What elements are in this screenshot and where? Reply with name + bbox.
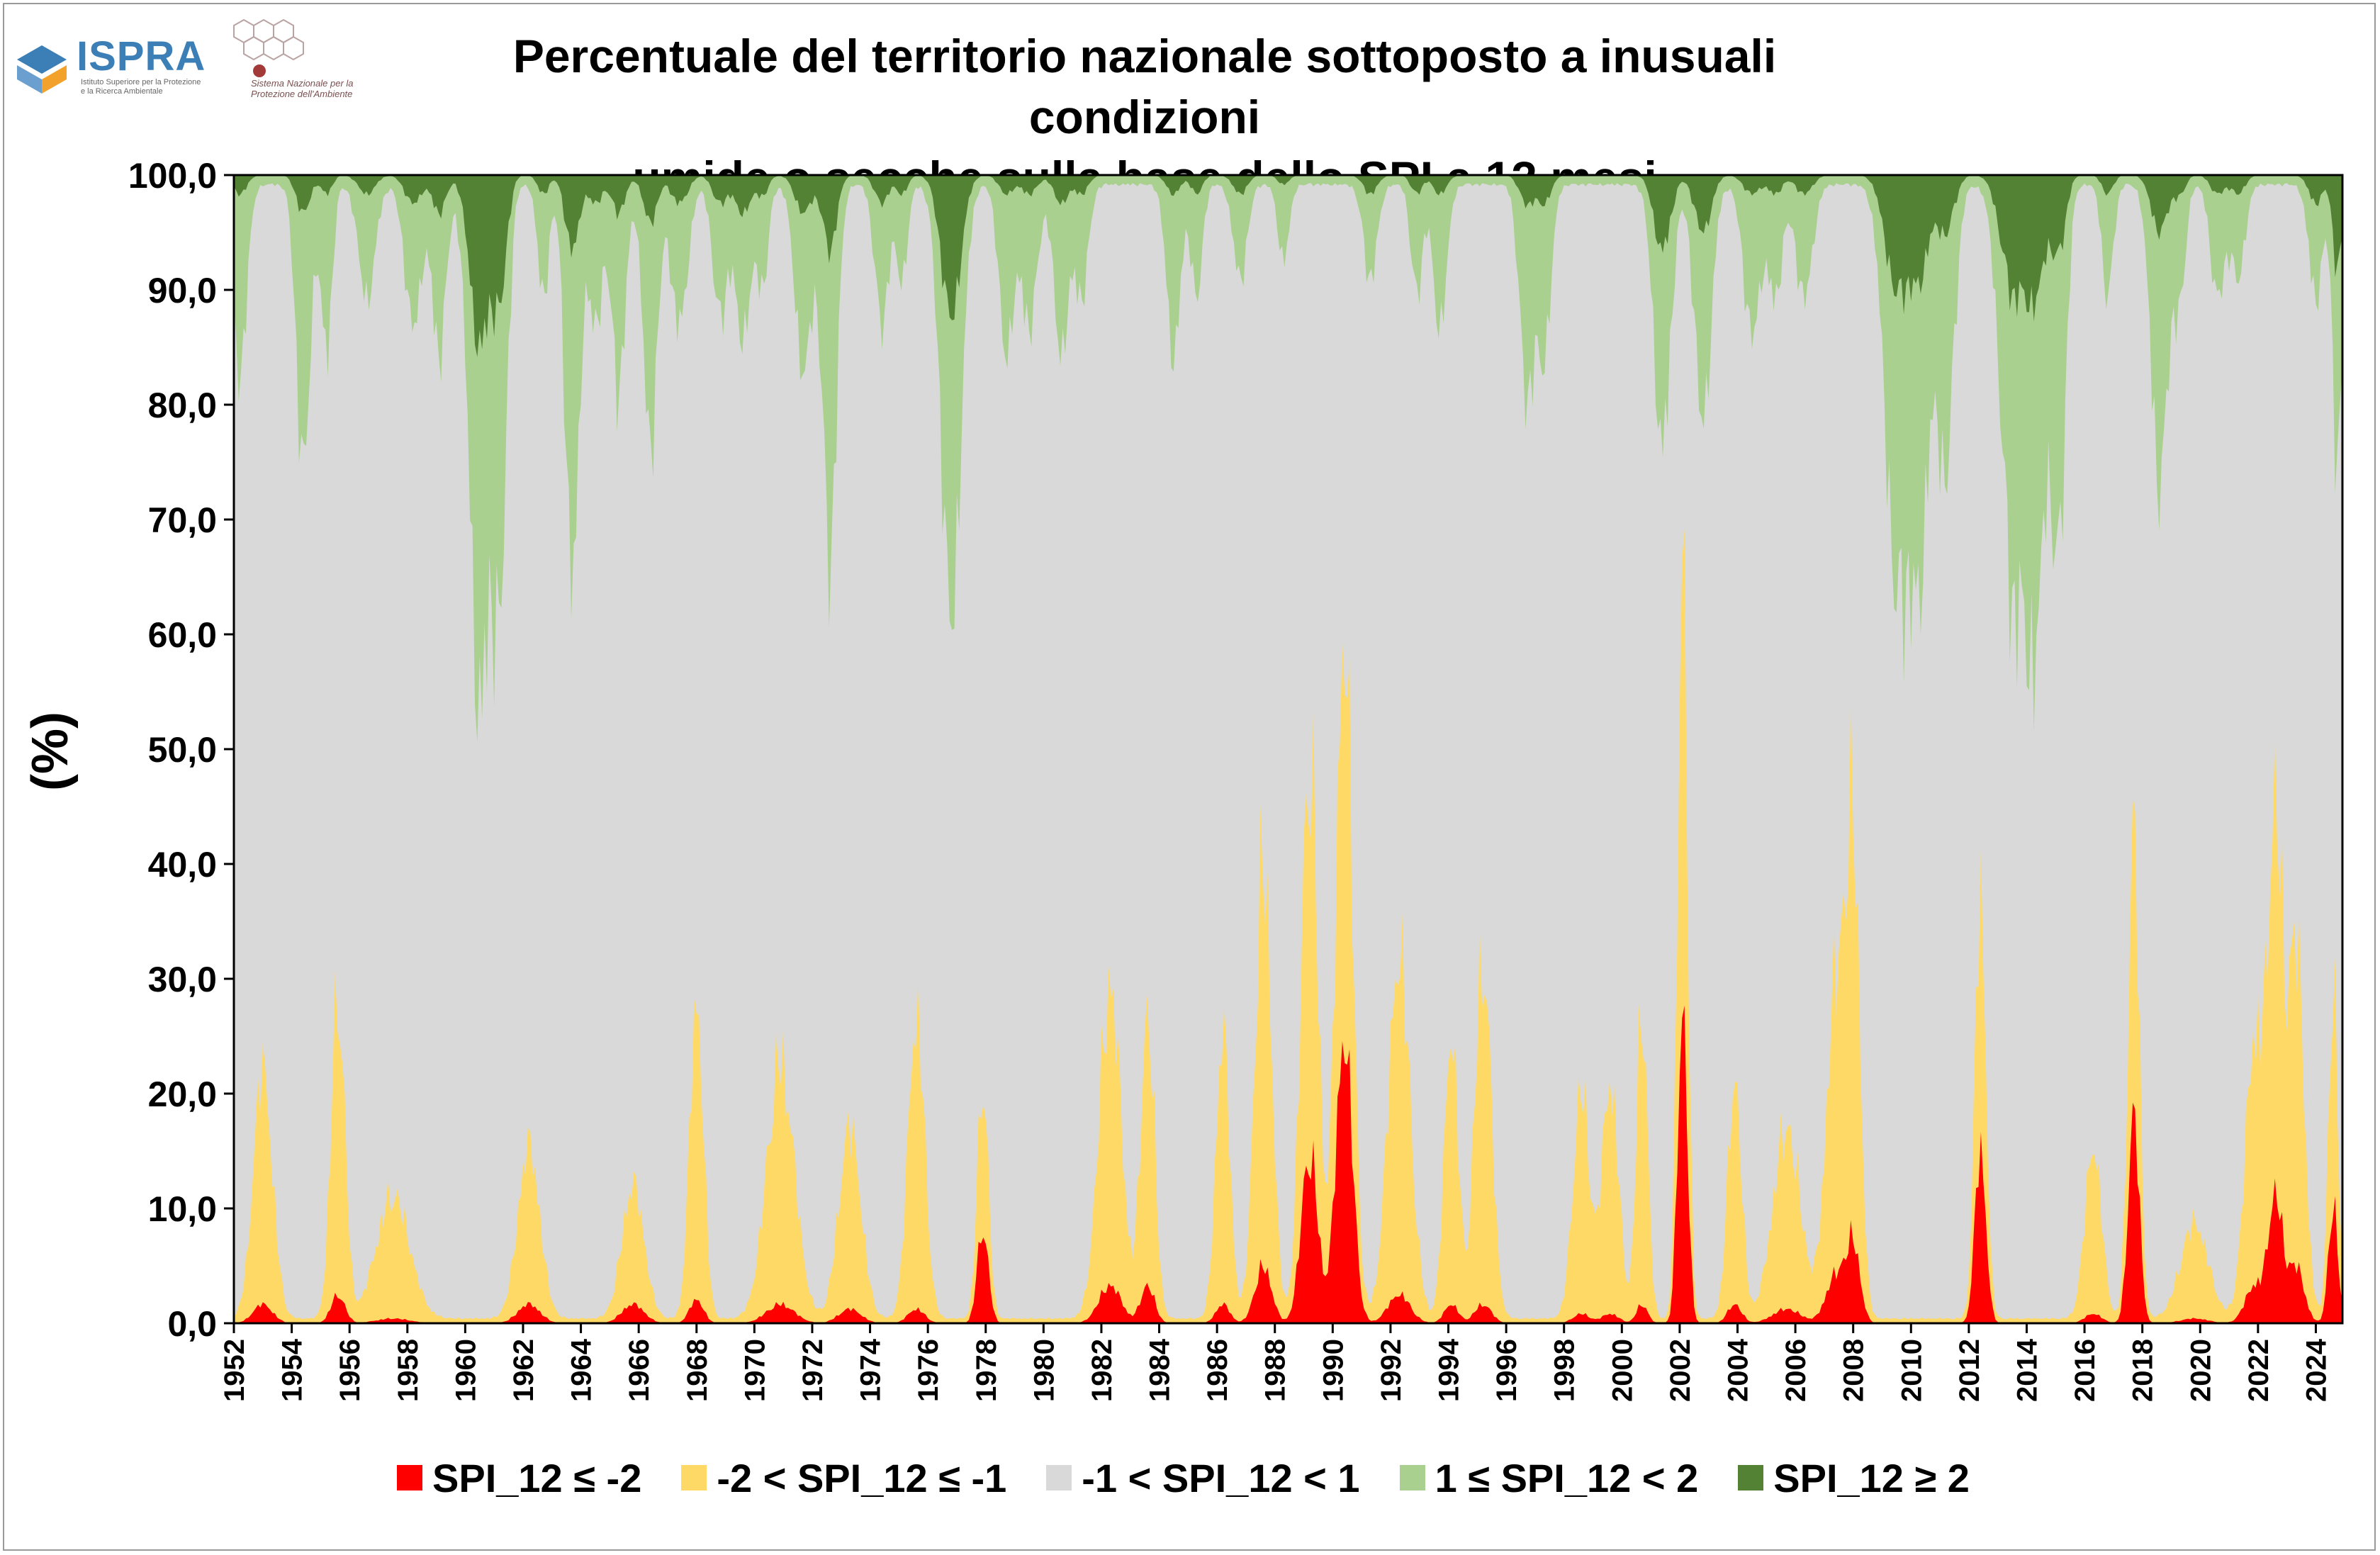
y-tick-label: 100,0: [128, 156, 217, 196]
y-tick-label: 90,0: [148, 271, 217, 310]
legend-label: SPI_12 ≥ 2: [1773, 1455, 1970, 1500]
x-tick-label: 1968: [682, 1339, 713, 1402]
legend-label: -1 < SPI_12 < 1: [1082, 1455, 1360, 1500]
x-tick-label: 1976: [913, 1339, 944, 1402]
x-tick-label: 1960: [450, 1339, 481, 1402]
x-tick-label: 2024: [2301, 1338, 2333, 1402]
legend-item: -1 < SPI_12 < 1: [1046, 1455, 1360, 1501]
series-severe-wet-area: [234, 175, 2342, 357]
x-tick-label: 1970: [739, 1339, 770, 1402]
x-tick-label: 1990: [1318, 1339, 1349, 1402]
x-tick-label: 2012: [1954, 1339, 1985, 1402]
x-tick-label: 2020: [2185, 1339, 2216, 1402]
y-tick-label: 30,0: [148, 960, 217, 999]
x-tick-label: 1988: [1260, 1339, 1291, 1402]
x-tick-label: 1992: [1376, 1339, 1407, 1402]
chart-frame: [3, 3, 2376, 1551]
y-tick-label: 60,0: [148, 615, 217, 655]
y-tick-label: 20,0: [148, 1074, 217, 1114]
x-tick-label: 1974: [855, 1338, 887, 1402]
snpa-text: Sistema Nazionale per la Protezione dell…: [251, 78, 354, 99]
x-tick-label: 2002: [1665, 1339, 1696, 1402]
legend-swatch: [1046, 1465, 1072, 1491]
x-tick-label: 1954: [277, 1338, 308, 1402]
series-moderate-wet-area: [234, 175, 2342, 742]
snpa-logo-icon: [233, 18, 304, 77]
legend-item: SPI_12 ≤ -2: [397, 1455, 641, 1501]
legend-item: 1 ≤ SPI_12 < 2: [1399, 1455, 1699, 1501]
x-tick-label: 1964: [566, 1338, 597, 1402]
legend-item: SPI_12 ≥ 2: [1738, 1455, 1970, 1501]
x-tick-label: 1962: [508, 1339, 539, 1402]
x-tick-label: 1986: [1202, 1339, 1233, 1402]
x-tick-label: 1956: [335, 1339, 366, 1402]
x-tick-label: 2008: [1839, 1339, 1870, 1402]
legend-label: SPI_12 ≤ -2: [432, 1455, 642, 1500]
x-tick-label: 1966: [624, 1339, 655, 1402]
ispra-name: ISPRA: [77, 33, 206, 79]
y-axis-label: (%): [22, 712, 79, 791]
chart-title-line1: Percentuale del territorio nazionale sot…: [512, 30, 1777, 143]
x-tick-label: 1994: [1434, 1338, 1465, 1402]
chart-axes: 0,0 10,0 20,0 30,0 40,0 50,0 60,0 70,0 80,0 90,0 1…: [128, 156, 2344, 1402]
series-severe-dry-area: [234, 1005, 2342, 1323]
x-tick-label: 2006: [1780, 1339, 1812, 1402]
x-tick-label: 2014: [2012, 1338, 2043, 1402]
legend: SPI_12 ≤ -2 -2 < SPI_12 ≤ -1 -1 < SPI_12 <…: [397, 1446, 1970, 1510]
x-tick-label: 1996: [1491, 1339, 1522, 1402]
y-tick-label: 40,0: [148, 845, 217, 885]
legend-label: 1 ≤ SPI_12 < 2: [1435, 1455, 1699, 1500]
y-tick-label: 70,0: [148, 500, 217, 540]
y-tick-label: 80,0: [148, 386, 217, 425]
ispra-logo-icon: [17, 45, 67, 94]
x-tick-label: 2018: [2128, 1339, 2159, 1402]
x-tick-label: 1978: [971, 1339, 1002, 1402]
x-tick-label: 1952: [219, 1339, 250, 1402]
x-tick-label: 2000: [1607, 1339, 1638, 1402]
x-tick-label: 1972: [797, 1339, 829, 1402]
x-tick-label: 1998: [1549, 1339, 1581, 1402]
y-tick-label: 50,0: [148, 730, 217, 770]
legend-swatch: [1738, 1465, 1764, 1491]
legend-swatch: [397, 1465, 422, 1491]
y-tick-label: 10,0: [148, 1189, 217, 1229]
stacked-area-layers: [234, 175, 2342, 1323]
plot-area: [234, 175, 2342, 1323]
x-tick-label: 2004: [1723, 1338, 1754, 1402]
x-tick-label: 2016: [2070, 1339, 2101, 1402]
legend-swatch: [1399, 1465, 1425, 1491]
x-tick-label: 2010: [1896, 1339, 1927, 1402]
legend-label: -2 < SPI_12 ≤ -1: [717, 1455, 1007, 1500]
legend-swatch: [681, 1465, 707, 1491]
ispra-subtitle: Istituto Superiore per la Protezione e l…: [81, 78, 201, 96]
x-tick-label: 1958: [393, 1339, 424, 1402]
legend-item: -2 < SPI_12 ≤ -1: [681, 1455, 1006, 1501]
plot-background: [234, 175, 2342, 1323]
x-tick-label: 1980: [1028, 1339, 1060, 1402]
x-tick-label: 1984: [1145, 1338, 1176, 1402]
x-tick-label: 1982: [1087, 1339, 1118, 1402]
y-tick-label: 0,0: [167, 1304, 217, 1344]
x-tick-label: 2022: [2243, 1339, 2274, 1402]
